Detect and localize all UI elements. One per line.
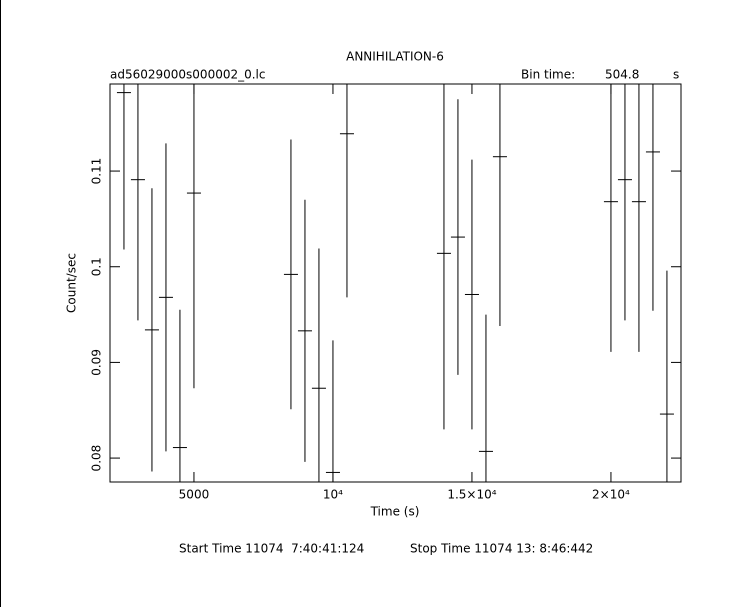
y-tick-label: 0.09 xyxy=(90,349,104,376)
y-tick-label: 0.1 xyxy=(90,257,104,276)
x-tick-label: 2×10⁴ xyxy=(592,488,630,502)
y-tick-label: 0.08 xyxy=(90,445,104,472)
start-time: Start Time 11074 7:40:41:124 xyxy=(179,542,364,556)
bin-time: 504.8 xyxy=(605,68,639,82)
x-tick-label: 10⁴ xyxy=(323,488,343,502)
bin-time-unit: s xyxy=(673,68,679,82)
file-name: ad56029000s000002_0.lc xyxy=(110,68,266,82)
x-tick-label: 5000 xyxy=(179,488,210,502)
stop-time: Stop Time 11074 13: 8:46:442 xyxy=(410,542,593,556)
bin-time-label: Bin time: xyxy=(521,68,575,82)
y-tick-label: 0.11 xyxy=(90,158,104,185)
y-axis-label: Count/sec xyxy=(65,253,79,313)
x-axis-label: Time (s) xyxy=(370,505,420,519)
plot-frame xyxy=(109,83,682,483)
chart-title: ANNIHILATION-6 xyxy=(346,50,444,64)
x-tick-label: 1.5×10⁴ xyxy=(447,488,496,502)
